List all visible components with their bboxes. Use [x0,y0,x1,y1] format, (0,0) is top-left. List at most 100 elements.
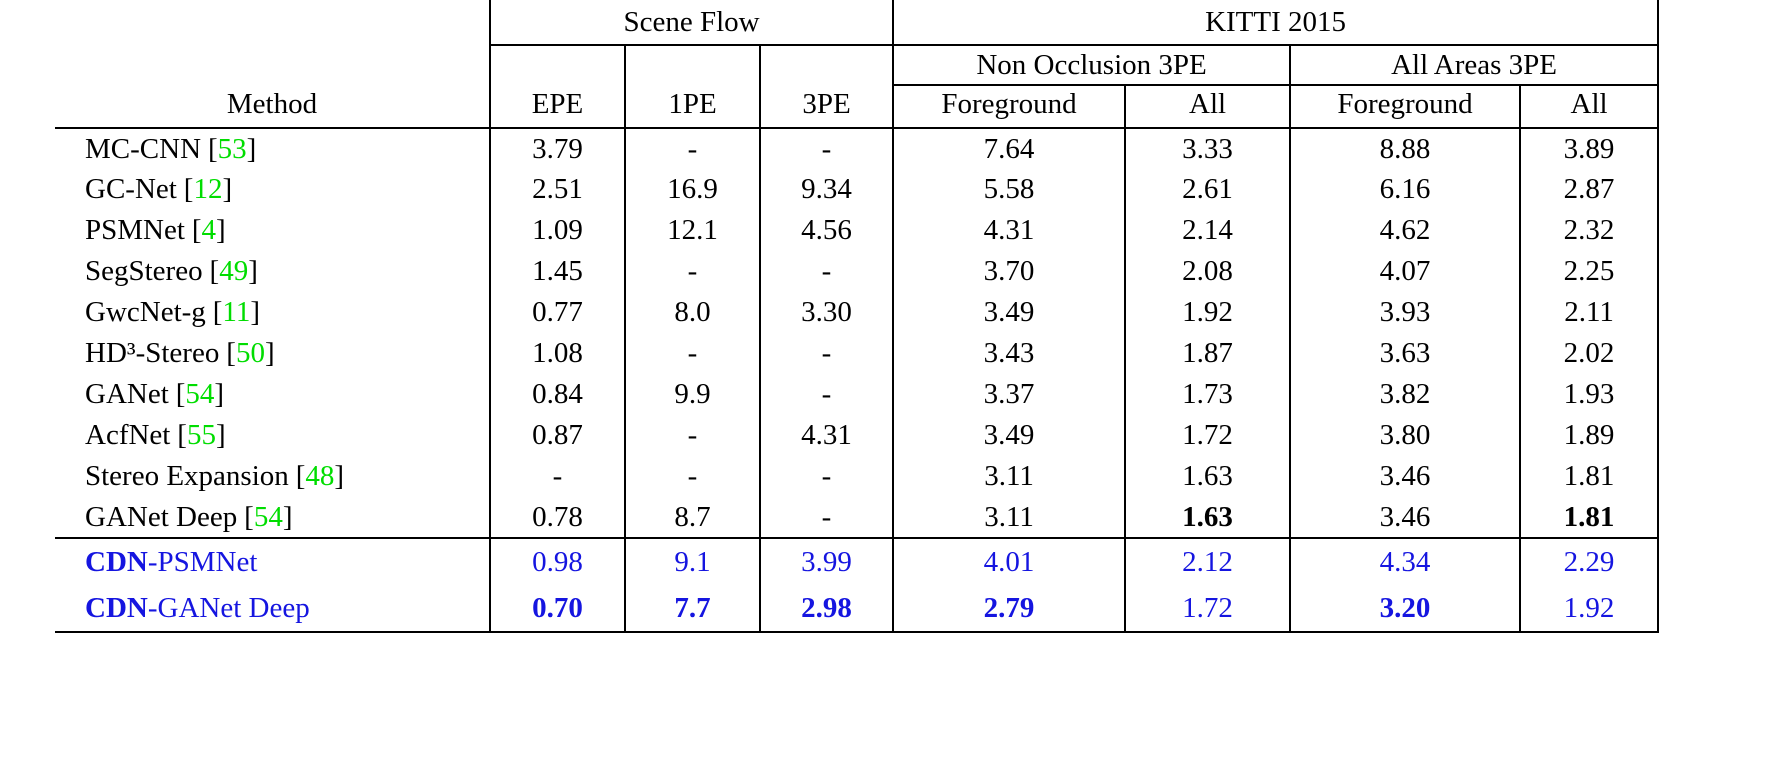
method-name: Stereo Expansion [85,460,289,492]
value-cell: 2.61 [1125,169,1292,210]
citation-open-bracket: [ [226,337,236,369]
value-cell: 3.82 [1290,374,1522,415]
value-cell: 0.77 [490,292,626,333]
header-col: Foreground [1290,85,1522,129]
method-cell: GwcNet-g [11] [55,292,491,333]
value-cell: 1.92 [1520,585,1660,633]
header-subgroup: Non Occlusion 3PE [893,45,1292,86]
value-cell: 7.7 [625,585,761,633]
header-group: KITTI 2015 [893,0,1660,46]
citation-number: 49 [219,255,249,287]
value-cell: 1.72 [1125,585,1292,633]
value-cell: 3.11 [893,497,1127,538]
method-name: GANet Deep [85,500,238,533]
citation-number: 48 [305,460,335,492]
value-cell: 1.08 [490,333,626,374]
value-cell: 4.34 [1290,537,1522,585]
method-name: AcfNet [85,419,171,451]
header-metric: EPE [490,45,626,129]
citation-number: 55 [186,419,216,451]
value-cell: 2.02 [1520,333,1660,374]
table-row: GANet [54] 0.84 9.9-3.37 1.73 3.82 1.93 [55,374,1660,415]
citation-close-bracket: ] [215,419,226,451]
value-cell: 2.29 [1520,537,1660,585]
value-cell: 1.89 [1520,415,1660,456]
value-cell: 3.70 [893,251,1127,292]
table-row: SegStereo [49] 1.45- -3.70 2.08 4.07 2.25 [55,251,1660,292]
method-cell: GANet Deep [54] [55,497,491,538]
value-cell: 3.79 [490,128,626,169]
value-cell: 7.64 [893,128,1127,169]
header-subgroup-row: EPE 1PE 3PE Non Occlusion 3PE All Areas 3PE [55,45,1660,129]
header-method: Method [55,0,491,129]
value-cell: 3.49 [893,415,1127,456]
value-cell: 4.07 [1290,251,1522,292]
value-cell: 3.63 [1290,333,1522,374]
table-body: MC-CNN [53] 3.79- -7.64 3.33 8.88 3.89 GC-Net [1… [55,128,1660,633]
citation-number: 53 [217,132,247,165]
citation-open-bracket: [ [207,132,218,165]
value-cell: 1.72 [1125,415,1292,456]
method-name: -PSMNet [147,545,258,578]
value-cell: 2.12 [1125,537,1292,585]
citation-number: 4 [201,214,217,246]
table-row: HD³-Stereo [50] 1.08- -3.43 1.87 3.63 2.02 [55,333,1660,374]
method-cell: Stereo Expansion [48] [55,456,491,497]
citation-close-bracket: ] [334,460,345,492]
value-cell: - [625,128,761,169]
results-table: Method Scene Flow KITTI 2015 EPE 1PE 3PE Non O… [55,0,1660,633]
value-cell: 0.70 [490,585,626,633]
table-row: Stereo Expansion [48] - - -3.11 1.63 3.46 1.81 [55,456,1660,497]
value-cell: 3.80 [1290,415,1522,456]
value-cell: - [760,497,895,538]
header-metric: 1PE [625,45,761,129]
citation-close-bracket: ] [214,378,225,410]
citation-open-bracket: [ [244,500,254,533]
method-cell: MC-CNN [53] [55,128,491,169]
value-cell: 8.0 [625,292,761,333]
citation-number: 54 [185,378,215,410]
citation-close-bracket: ] [216,214,226,246]
method-cell: GC-Net [12] [55,169,491,210]
value-cell: 2.25 [1520,251,1660,292]
value-cell: 0.98 [490,537,626,585]
header-col: All [1520,85,1660,129]
value-cell: - [625,251,761,292]
value-cell: - [760,251,895,292]
citation-close-bracket: ] [250,296,261,328]
value-cell: 1.73 [1125,374,1292,415]
method-cell: CDN-PSMNet [55,537,491,585]
value-cell: 8.7 [625,497,761,538]
value-cell: 3.30 [760,292,895,333]
value-cell: 3.89 [1520,128,1660,169]
value-cell: 4.01 [893,537,1127,585]
value-cell: 8.88 [1290,128,1522,169]
table-row: PSMNet [4] 1.09 12.1 4.56 4.31 2.14 4.62 2.32 [55,210,1660,251]
header-subgroup: All Areas 3PE [1290,45,1660,86]
method-name-bold: CDN [85,591,148,624]
value-cell: 3.11 [893,456,1127,497]
value-cell: 1.93 [1520,374,1660,415]
header-metric: 3PE [760,45,895,129]
value-cell: 3.37 [893,374,1127,415]
method-name: GANet [85,378,169,410]
method-name: PSMNet [85,214,185,246]
table-row: CDN-GANet Deep 0.70 7.7 2.98 2.79 1.72 3.20 1.9… [55,585,1660,633]
method-name: MC-CNN [85,132,202,165]
method-name: GC-Net [85,173,177,205]
value-cell: 3.49 [893,292,1127,333]
value-cell: 3.20 [1290,585,1522,633]
citation-open-bracket: [ [191,214,202,246]
method-name: SegStereo [85,255,203,287]
value-cell: 2.51 [490,169,626,210]
table-row: GwcNet-g [11] 0.77 8.0 3.30 3.49 1.92 3.93 2.11 [55,292,1660,333]
value-cell: - [760,128,895,169]
value-cell: - [625,333,761,374]
value-cell: 3.43 [893,333,1127,374]
table-row: GC-Net [12] 2.51 16.9 9.34 5.58 2.61 6.16 2.87 [55,169,1660,210]
header-group-row: Method Scene Flow KITTI 2015 [55,0,1660,129]
value-cell: 3.46 [1290,497,1522,538]
citation-close-bracket: ] [246,132,257,165]
citation-open-bracket: [ [212,296,223,328]
